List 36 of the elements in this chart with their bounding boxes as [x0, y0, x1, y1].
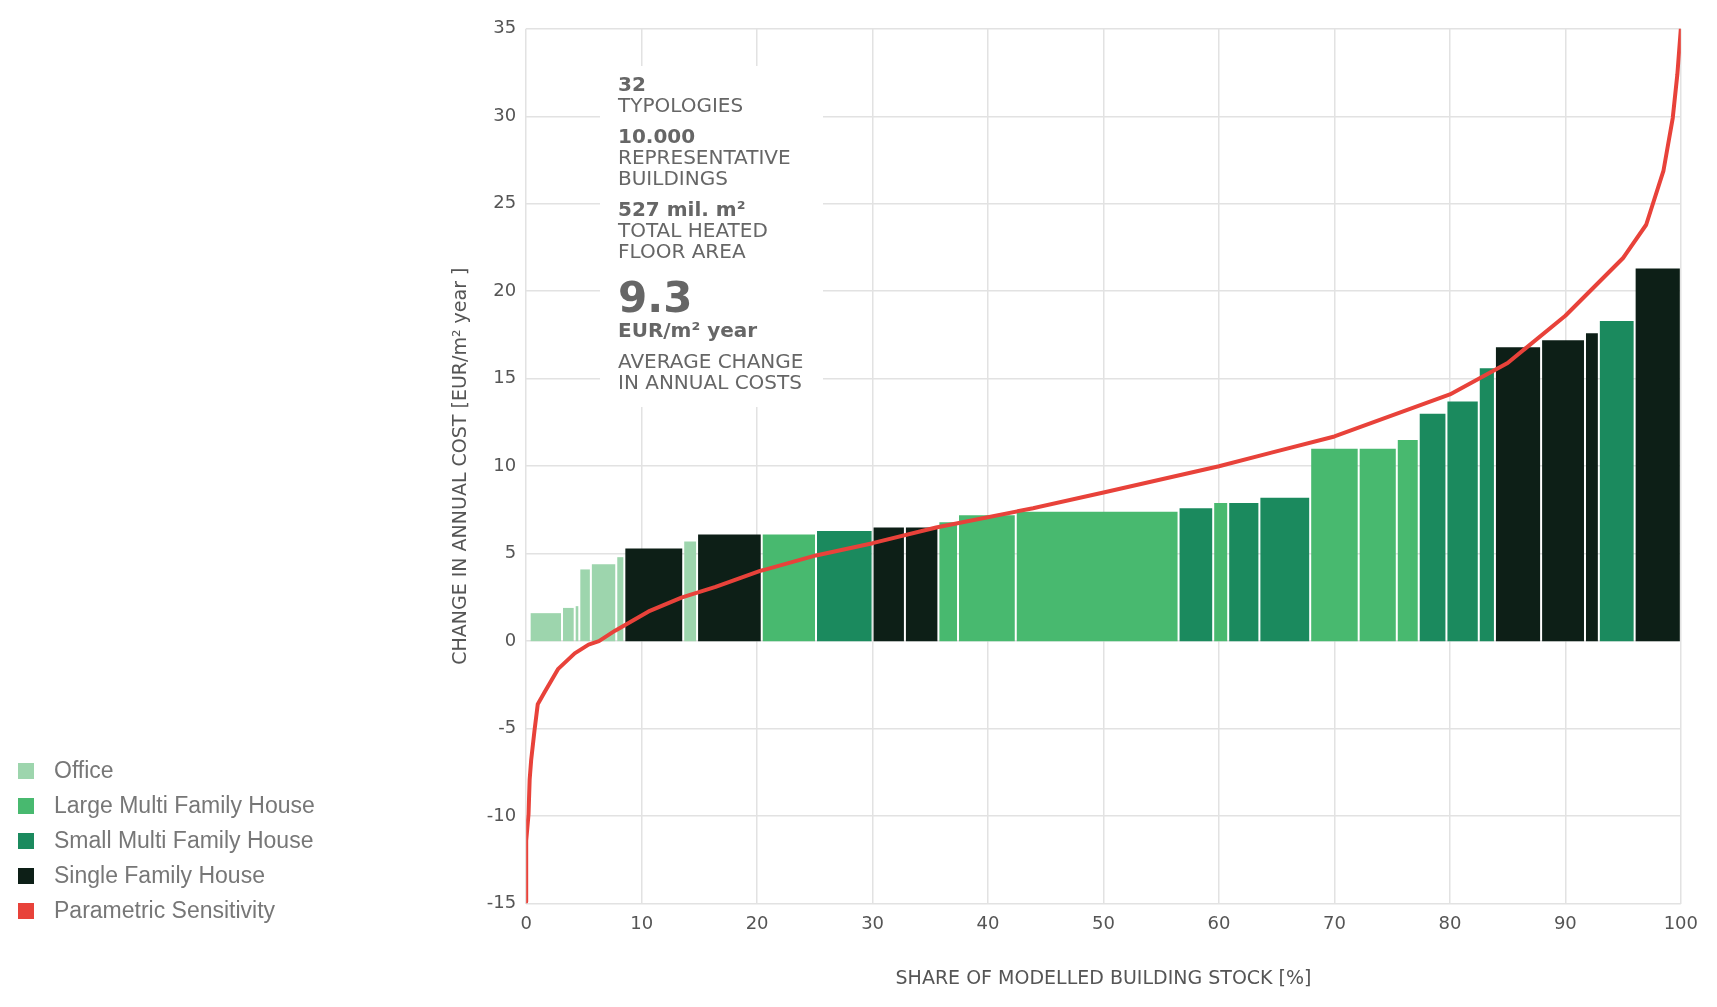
annotation: 32 — [618, 72, 647, 96]
annotation: 527 mil. m² — [618, 197, 747, 221]
y-tick-label: 20 — [493, 278, 517, 300]
annotation: AVERAGE CHANGE IN ANNUAL COSTS — [618, 349, 805, 395]
x-tick-label: 20 — [745, 912, 769, 934]
annotation: TOTAL HEATED FLOOR AREA — [618, 218, 769, 263]
y-tick-label: -15 — [486, 891, 517, 913]
x-tick-label: 70 — [1322, 912, 1346, 934]
y-tick-label: 15 — [493, 366, 517, 388]
x-tick-label: 80 — [1438, 912, 1462, 934]
legend-label: Single Family House — [54, 862, 265, 889]
legend-label: Large Multi Family House — [54, 792, 315, 819]
x-tick-label: 10 — [630, 912, 654, 934]
x-tick-label: 90 — [1553, 912, 1577, 934]
x-tick-label: 40 — [976, 912, 1000, 934]
y-tick-label: 0 — [504, 628, 517, 650]
annotation: TYPOLOGIES — [618, 93, 745, 117]
x-tick-label: 0 — [520, 912, 532, 934]
x-tick-label: 60 — [1207, 912, 1231, 934]
y-tick-label: 5 — [504, 541, 517, 563]
y-axis-title: CHANGE IN ANNUAL COST [EUR/m² year ] — [448, 267, 471, 665]
legend-label: Parametric Sensitivity — [54, 897, 276, 924]
legend-label: Small Multi Family House — [54, 827, 314, 854]
y-tick-label: -10 — [486, 803, 517, 825]
annotation: 10.000 — [618, 124, 697, 148]
x-tick-label: 50 — [1092, 912, 1115, 934]
annotation: REPRESENTATIVE BUILDINGS — [618, 145, 792, 190]
y-tick-label: 30 — [493, 103, 517, 125]
x-tick-label: 30 — [861, 912, 885, 934]
y-tick-label: 10 — [493, 453, 517, 475]
y-tick-label: 35 — [493, 16, 517, 38]
y-tick-label: 25 — [493, 191, 517, 213]
legend-label: Office — [54, 757, 114, 784]
x-axis-title: SHARE OF MODELLED BUILDING STOCK [%] — [895, 965, 1312, 988]
x-tick-label: 100 — [1663, 912, 1698, 934]
y-tick-label: -5 — [498, 716, 517, 738]
